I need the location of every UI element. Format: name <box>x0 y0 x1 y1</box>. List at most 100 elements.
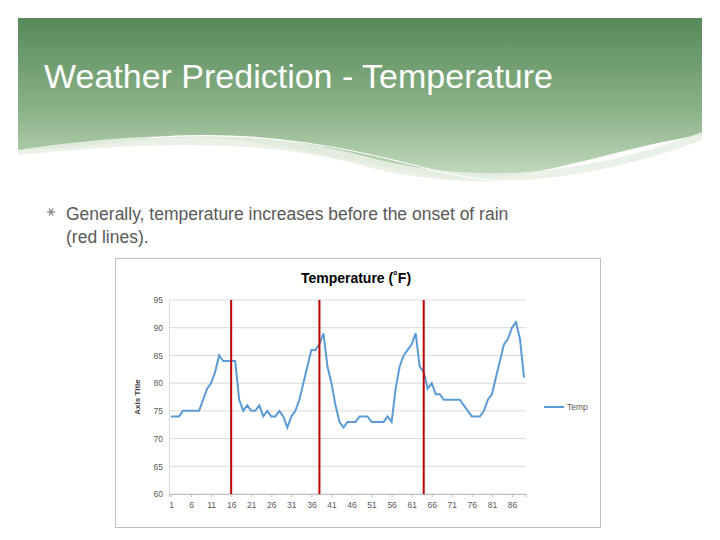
y-tick: 90 <box>154 323 169 333</box>
x-tick-mark <box>291 494 292 497</box>
y-axis: 60 65 70 75 80 85 90 95 <box>154 295 170 499</box>
x-tick-mark <box>311 494 312 497</box>
plot-area <box>171 300 524 494</box>
slide: Weather Prediction - Temperature Generall… <box>0 0 720 540</box>
x-tick-mark <box>412 494 413 497</box>
x-tick: 6 <box>189 494 194 510</box>
x-tick-mark <box>472 494 473 497</box>
x-tick-label: 51 <box>367 500 377 510</box>
x-tick-label: 76 <box>468 500 478 510</box>
x-tick: 16 <box>227 494 237 510</box>
x-tick-mark <box>331 494 332 497</box>
x-tick-label: 61 <box>407 500 417 510</box>
x-tick-label: 31 <box>287 500 297 510</box>
y-tick: 65 <box>154 462 169 472</box>
x-tick: 41 <box>327 494 337 510</box>
y-tick-label: 85 <box>154 351 164 361</box>
x-tick-mark <box>492 494 493 497</box>
x-tick-label: 16 <box>227 500 237 510</box>
chart-title: Temperature (˚F) <box>301 270 411 286</box>
x-tick-label: 1 <box>169 500 174 510</box>
x-tick-mark <box>372 494 373 497</box>
slide-title: Weather Prediction - Temperature <box>44 57 553 95</box>
y-tick-label: 90 <box>154 323 164 333</box>
x-tick: 26 <box>267 494 277 510</box>
x-tick-label: 26 <box>267 500 277 510</box>
y-tick: 95 <box>154 295 169 305</box>
x-tick-label: 36 <box>307 500 317 510</box>
x-tick-mark <box>231 494 232 497</box>
rain-onset-line <box>230 300 232 494</box>
grid-line <box>169 327 526 328</box>
y-tick: 85 <box>154 351 169 361</box>
y-tick-label: 80 <box>154 378 164 388</box>
x-tick-label: 6 <box>189 500 194 510</box>
x-tick: 66 <box>428 494 438 510</box>
grid <box>169 300 526 494</box>
x-tick-mark <box>271 494 272 497</box>
grid-line <box>169 355 526 356</box>
x-tick: 51 <box>367 494 377 510</box>
x-tick: 21 <box>247 494 257 510</box>
x-tick: 11 <box>207 494 216 510</box>
legend: Temp <box>544 402 588 412</box>
x-tick-mark <box>392 494 393 497</box>
grid-line <box>169 438 526 439</box>
grid-line <box>169 300 526 301</box>
x-tick-label: 66 <box>428 500 438 510</box>
x-tick: 31 <box>287 494 297 510</box>
header-wave-line <box>150 136 702 182</box>
x-tick: 81 <box>488 494 498 510</box>
grid-line <box>169 466 526 467</box>
y-tick: 80 <box>154 378 169 388</box>
y-tick: 60 <box>154 489 169 499</box>
y-axis-title: Axis Title <box>133 379 142 415</box>
x-tick-label: 86 <box>508 500 518 510</box>
y-tick-label: 70 <box>154 434 164 444</box>
legend-label: Temp <box>567 402 588 412</box>
x-tick: 46 <box>347 494 357 510</box>
x-tick-label: 81 <box>488 500 498 510</box>
x-tick: 71 <box>448 494 458 510</box>
header-band <box>18 18 702 178</box>
x-tick-label: 56 <box>387 500 397 510</box>
x-axis: 1611162126313641465156616671768186 <box>169 494 526 510</box>
x-tick-mark <box>512 494 513 497</box>
x-tick: 1 <box>169 494 174 510</box>
x-tick-mark <box>211 494 212 497</box>
bullet-text: (red lines). <box>66 227 149 247</box>
x-tick-mark <box>452 494 453 497</box>
x-tick-mark <box>191 494 192 497</box>
bullet-text: Generally, temperature increases before … <box>66 204 508 224</box>
grid-line <box>169 383 526 384</box>
y-tick: 70 <box>154 434 169 444</box>
bullet-icon <box>47 209 55 216</box>
rain-onset-line <box>423 300 425 494</box>
x-tick: 86 <box>508 494 518 510</box>
y-tick: 75 <box>154 406 169 416</box>
x-tick: 36 <box>307 494 317 510</box>
x-axis-line <box>170 495 527 498</box>
y-tick-label: 60 <box>154 489 164 499</box>
x-tick-mark <box>171 494 172 497</box>
series-line <box>171 322 524 427</box>
x-tick-label: 41 <box>327 500 337 510</box>
chart-frame <box>116 259 601 528</box>
y-tick-label: 75 <box>154 406 164 416</box>
x-tick-label: 11 <box>207 500 216 510</box>
x-tick: 56 <box>387 494 397 510</box>
y-tick-label: 95 <box>154 295 164 305</box>
y-tick-label: 65 <box>154 462 164 472</box>
header-wave <box>18 132 702 181</box>
x-tick-label: 46 <box>347 500 357 510</box>
x-tick: 61 <box>407 494 417 510</box>
x-tick-mark <box>432 494 433 497</box>
rain-onset-line <box>318 300 320 494</box>
x-tick-mark <box>352 494 353 497</box>
y-axis-line <box>169 301 170 495</box>
x-tick-label: 21 <box>247 500 257 510</box>
legend-swatch <box>544 406 564 408</box>
grid-line <box>169 410 526 411</box>
x-tick-label: 71 <box>448 500 458 510</box>
x-tick: 76 <box>468 494 478 510</box>
